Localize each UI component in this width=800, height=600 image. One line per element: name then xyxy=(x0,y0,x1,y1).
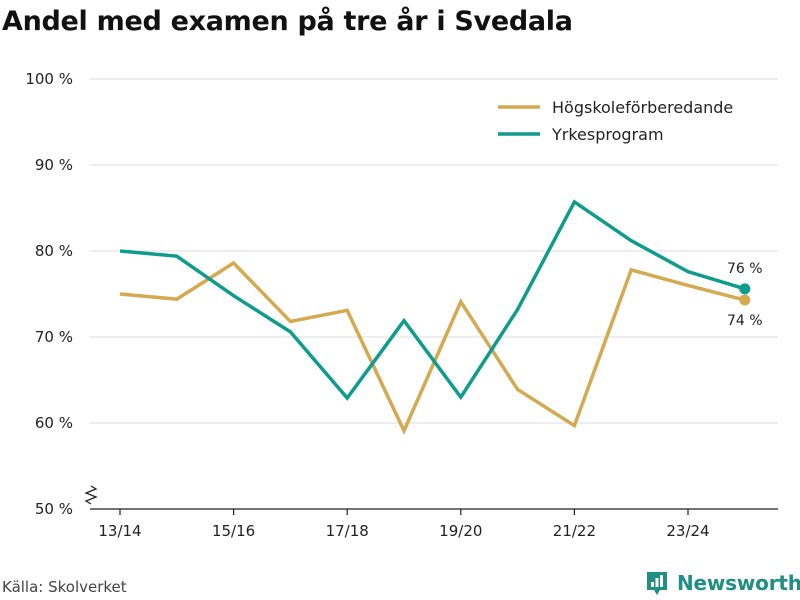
brand-name: Newsworthy xyxy=(677,571,800,595)
end-data-label: 76 % xyxy=(727,261,763,277)
legend-label: Högskoleförberedande xyxy=(552,98,733,117)
series-lines xyxy=(119,199,751,435)
source-text: Källa: Skolverket xyxy=(2,578,127,596)
y-tick-label: 60 % xyxy=(35,414,73,432)
x-tick-label: 15/16 xyxy=(212,522,255,540)
newsworthy-logo-icon xyxy=(647,572,667,595)
series-end-point xyxy=(739,294,751,306)
end-data-label: 74 % xyxy=(727,313,763,329)
axis-break-icon xyxy=(84,485,98,505)
y-tick-label: 50 % xyxy=(35,500,73,518)
series-line-hogskoleforberedande xyxy=(119,260,746,435)
x-tick-label: 17/18 xyxy=(326,522,369,540)
x-tick-label: 13/14 xyxy=(98,522,141,540)
chart-title: Andel med examen på tre år i Svedala xyxy=(2,6,573,37)
y-tick-label: 100 % xyxy=(25,70,73,88)
series-end-point xyxy=(739,283,751,295)
y-tick-label: 90 % xyxy=(35,156,73,174)
brand-logo: Newsworthy xyxy=(644,568,800,598)
grid-lines xyxy=(90,78,778,424)
y-axis-tick-labels: 50 % 60 % 70 % 80 % 90 % 100 % xyxy=(25,70,73,518)
end-labels: 76 % 74 % xyxy=(727,261,763,329)
series-line-yrkesprogram xyxy=(119,199,746,401)
y-tick-label: 80 % xyxy=(35,242,73,260)
legend: Högskoleförberedande Yrkesprogram xyxy=(498,98,733,144)
y-tick-label: 70 % xyxy=(35,328,73,346)
x-tick-label: 19/20 xyxy=(439,522,482,540)
x-axis: 13/14 15/16 17/18 19/20 21/22 23/24 xyxy=(90,508,778,540)
legend-label: Yrkesprogram xyxy=(551,125,664,144)
x-tick-label: 21/22 xyxy=(553,522,596,540)
x-tick-label: 23/24 xyxy=(666,522,709,540)
